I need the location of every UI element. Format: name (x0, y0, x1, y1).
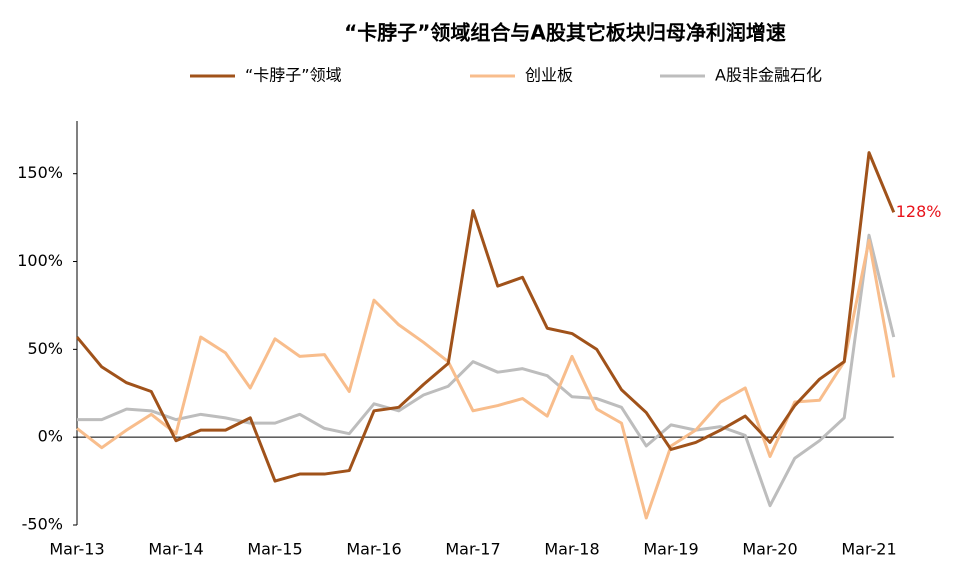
y-tick-label: 50% (27, 339, 63, 358)
series-line (75, 151, 896, 483)
x-tick-label: Mar-15 (247, 540, 302, 559)
x-tick-label: Mar-13 (49, 540, 104, 559)
x-tick-label: Mar-17 (445, 540, 500, 559)
data-label: 128% (896, 202, 942, 221)
x-tick-label: Mar-19 (643, 540, 698, 559)
chart-title: “卡脖子”领域组合与A股其它板块归母净利润增速 (344, 21, 786, 45)
x-tick-label: Mar-21 (841, 540, 896, 559)
x-tick-label: Mar-16 (346, 540, 401, 559)
y-tick-label: 150% (17, 163, 63, 182)
legend-label: 创业板 (525, 66, 573, 85)
y-tick-label: 100% (17, 251, 63, 270)
x-tick-label: Mar-18 (544, 540, 599, 559)
series-line (77, 233, 896, 508)
y-tick-label: -50% (22, 515, 63, 534)
x-tick-label: Mar-20 (742, 540, 797, 559)
series-line (76, 238, 896, 520)
y-tick-label: 0% (38, 427, 63, 446)
legend-label: A股非金融石化 (715, 66, 822, 85)
legend-label: “卡脖子”领域 (245, 66, 342, 85)
x-tick-label: Mar-14 (148, 540, 203, 559)
